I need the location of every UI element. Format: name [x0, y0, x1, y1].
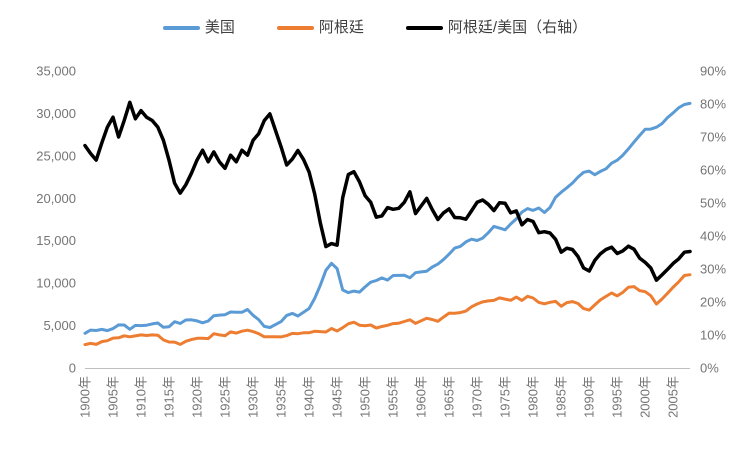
legend-label-ratio: 阿根廷/美国（右轴）: [447, 19, 588, 36]
x-axis-labels: 1900年 1905年 1910年 1915年 1920年 1925年 1930年 1935年…: [78, 376, 681, 418]
tick-label: 5,000: [43, 318, 76, 333]
tick-label: 0: [69, 361, 76, 376]
tick-label: 1995年: [610, 376, 625, 418]
tick-label: 15,000: [36, 233, 76, 248]
tick-label: 40%: [700, 229, 726, 244]
tick-label: 1935年: [274, 376, 289, 418]
tick-label: 1905年: [106, 376, 121, 418]
tick-label: 1980年: [526, 376, 541, 418]
tick-label: 10%: [700, 328, 726, 343]
tick-label: 2005年: [666, 376, 681, 418]
tick-label: 1945年: [330, 376, 345, 418]
tick-label: 1940年: [302, 376, 317, 418]
tick-label: 90%: [700, 64, 726, 79]
tick-label: 1915年: [162, 376, 177, 418]
tick-label: 80%: [700, 97, 726, 112]
tick-label: 1925年: [218, 376, 233, 418]
tick-label: 1900年: [78, 376, 93, 418]
tick-label: 20,000: [36, 191, 76, 206]
tick-label: 1970年: [470, 376, 485, 418]
tick-label: 30,000: [36, 106, 76, 121]
tick-label: 50%: [700, 196, 726, 211]
tick-label: 1920年: [190, 376, 205, 418]
tick-label: 2000年: [638, 376, 653, 418]
tick-label: 1965年: [442, 376, 457, 418]
tick-label: 1960年: [414, 376, 429, 418]
tick-label: 30%: [700, 262, 726, 277]
tick-label: 1955年: [386, 376, 401, 418]
argentina-line-series: [83, 273, 692, 347]
tick-label: 70%: [700, 130, 726, 145]
tick-label: 35,000: [36, 64, 76, 79]
tick-label: 1950年: [358, 376, 373, 418]
argentina-line-marker-icon: [276, 25, 314, 30]
ratio-line-marker-icon: [405, 25, 443, 30]
argentina-us-ratio-line-series: [83, 100, 692, 282]
legend-label-argentina: 阿根廷: [318, 19, 364, 36]
tick-label: 1930年: [246, 376, 261, 418]
tick-label: 1990年: [582, 376, 597, 418]
tick-label: 1975年: [498, 376, 513, 418]
tick-label: 1985年: [554, 376, 569, 418]
us-line-marker-icon: [162, 25, 200, 30]
tick-label: 1910年: [134, 376, 149, 418]
tick-label: 20%: [700, 295, 726, 310]
tick-label: 10,000: [36, 276, 76, 291]
legend-label-us: 美国: [204, 19, 235, 36]
us-line-series: [83, 101, 692, 335]
left-axis-labels: 0 5,000 10,000 15,000 20,000 25,000 30,000 35,0…: [36, 64, 76, 376]
legend-item-ratio: 阿根廷/美国（右轴）: [405, 19, 588, 36]
right-axis-labels: 0% 10% 20% 30% 40% 50% 60% 70% 80% 90%: [700, 64, 726, 376]
legend-item-us: 美国: [162, 19, 235, 36]
tick-label: 0%: [700, 361, 719, 376]
legend: 美国 阿根廷 阿根廷/美国（右轴）: [0, 20, 750, 35]
legend-item-argentina: 阿根廷: [276, 19, 364, 36]
tick-label: 25,000: [36, 148, 76, 163]
tick-label: 60%: [700, 163, 726, 178]
